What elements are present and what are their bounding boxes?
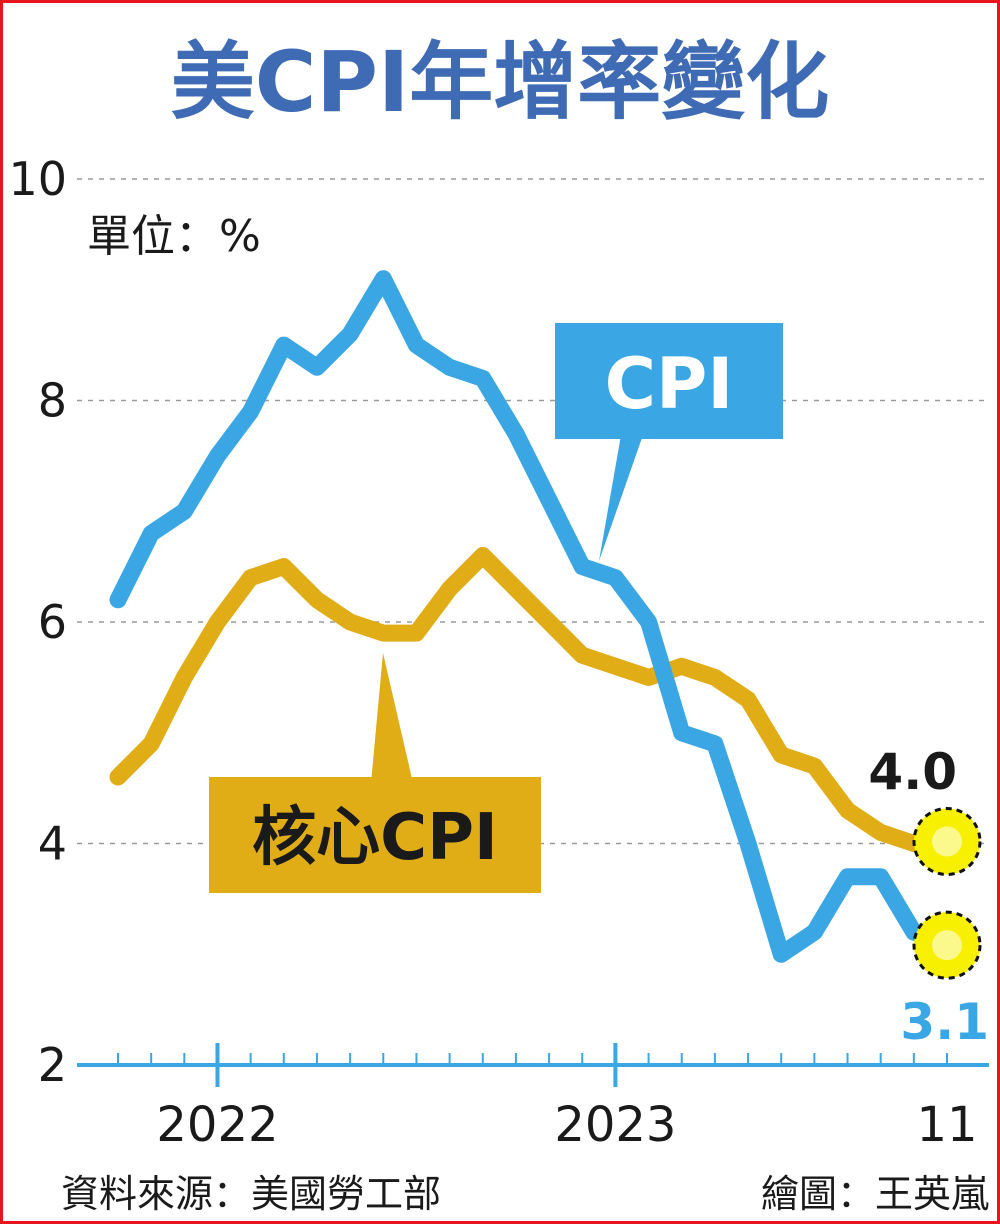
x-axis: 2022 2023 11 2 <box>38 1038 989 1153</box>
series-callouts: CPI 核心CPI <box>209 323 783 893</box>
cpi-line-chart: 美CPI年增率變化 10 8 6 4 2 單位：% 2022 2023 11 2 CPI 核心C… <box>8 33 989 1216</box>
credit-note: 繪圖：王英嵐 <box>761 1172 989 1216</box>
core-cpi-callout-box <box>209 777 541 893</box>
y-axis: 10 8 6 4 2 <box>8 152 67 1092</box>
core-cpi-callout-pointer <box>371 653 413 783</box>
y-tick-label-min: 2 <box>38 1038 67 1092</box>
unit-label: 單位：% <box>87 211 261 262</box>
end-markers: 4.0 3.1 <box>868 743 989 1051</box>
y-tick-label: 2 <box>38 1038 67 1092</box>
y-tick-label: 6 <box>38 595 67 649</box>
source-note: 資料來源：美國勞工部 <box>61 1172 441 1216</box>
cpi-callout-label: CPI <box>605 343 734 425</box>
series-line-core-cpi <box>109 547 956 852</box>
end-value-label: 4.0 <box>868 743 957 801</box>
cpi-callout-pointer <box>599 435 643 561</box>
series-layer <box>109 270 956 963</box>
x-tick-label: 2022 <box>156 1097 278 1153</box>
end-marker-core-cpi: 4.0 <box>868 743 982 876</box>
y-tick-label: 8 <box>38 374 67 428</box>
chart-title: 美CPI年增率變化 <box>171 33 829 131</box>
core-cpi-callout: 核心CPI <box>209 653 541 893</box>
x-tick-label: 11 <box>916 1097 977 1153</box>
end-highlight-dot <box>932 826 962 857</box>
core-cpi-callout-label: 核心CPI <box>252 801 498 875</box>
cpi-callout: CPI <box>555 323 783 561</box>
y-tick-label: 10 <box>8 152 67 206</box>
y-tick-label: 4 <box>38 817 67 871</box>
x-tick-label: 2023 <box>554 1097 676 1153</box>
gridlines <box>77 178 989 845</box>
cpi-callout-box <box>555 323 783 439</box>
series-line-cpi <box>109 270 956 963</box>
end-value-label: 3.1 <box>900 993 989 1051</box>
end-highlight-dot <box>932 930 962 961</box>
end-marker-cpi: 3.1 <box>900 910 989 1051</box>
